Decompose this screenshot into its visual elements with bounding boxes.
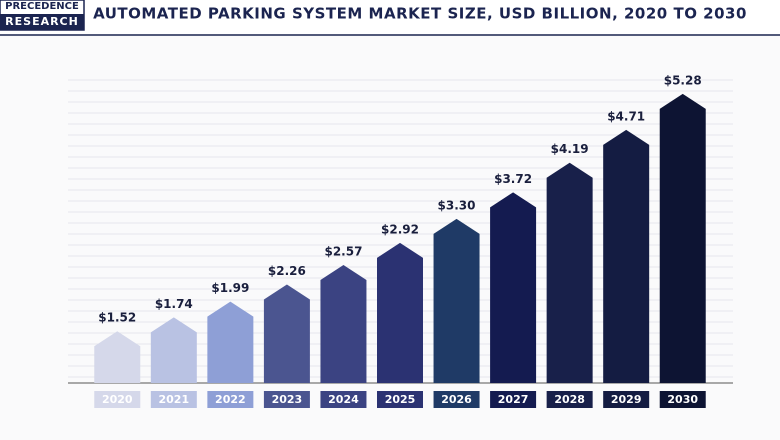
bar [207,301,254,383]
category-box [94,391,141,408]
header [0,0,780,34]
x-tick-label: 2030 [667,393,698,406]
value-label: $1.99 [211,281,249,295]
x-tick-label: 2022 [215,393,246,406]
category-box [546,391,593,408]
logo-text: RESEARCH [5,15,79,28]
value-label: $3.72 [494,172,532,186]
category-box [320,391,367,408]
x-tick-label: 2027 [498,393,529,406]
value-label: $5.28 [664,73,702,87]
value-label: $2.57 [324,244,362,258]
x-tick-label: 2025 [385,393,416,406]
bar [603,129,650,383]
bar [263,284,310,383]
value-label: $2.26 [268,264,306,278]
logo-band [0,14,84,30]
chart-title: AUTOMATED PARKING SYSTEM MARKET SIZE, US… [93,5,747,23]
x-tick-label: 2024 [328,393,359,406]
category-box [207,391,254,408]
bar [546,162,593,383]
bar [659,93,706,383]
category-box [433,391,480,408]
x-tick-label: 2028 [554,393,585,406]
value-label: $1.52 [98,311,136,325]
logo-text: PRECEDENCE [5,1,79,12]
x-tick-label: 2021 [159,393,190,406]
bar [377,242,423,383]
value-label: $2.92 [381,222,419,236]
value-label: $3.30 [438,198,476,212]
x-tick-label: 2026 [441,393,472,406]
category-box [263,391,310,408]
value-label: $4.19 [551,142,589,156]
x-tick-label: 2020 [102,393,133,406]
bar [94,331,141,383]
x-tick-label: 2023 [272,393,303,406]
value-label: $1.74 [155,297,193,311]
category-box [603,391,650,408]
bar [150,317,197,383]
category-box [377,391,423,408]
category-box [150,391,197,408]
bar [433,218,480,383]
bar [320,264,367,383]
category-box [659,391,706,408]
x-tick-label: 2029 [611,393,642,406]
category-box [490,391,537,408]
value-label: $4.71 [607,109,645,123]
bar [490,192,537,383]
